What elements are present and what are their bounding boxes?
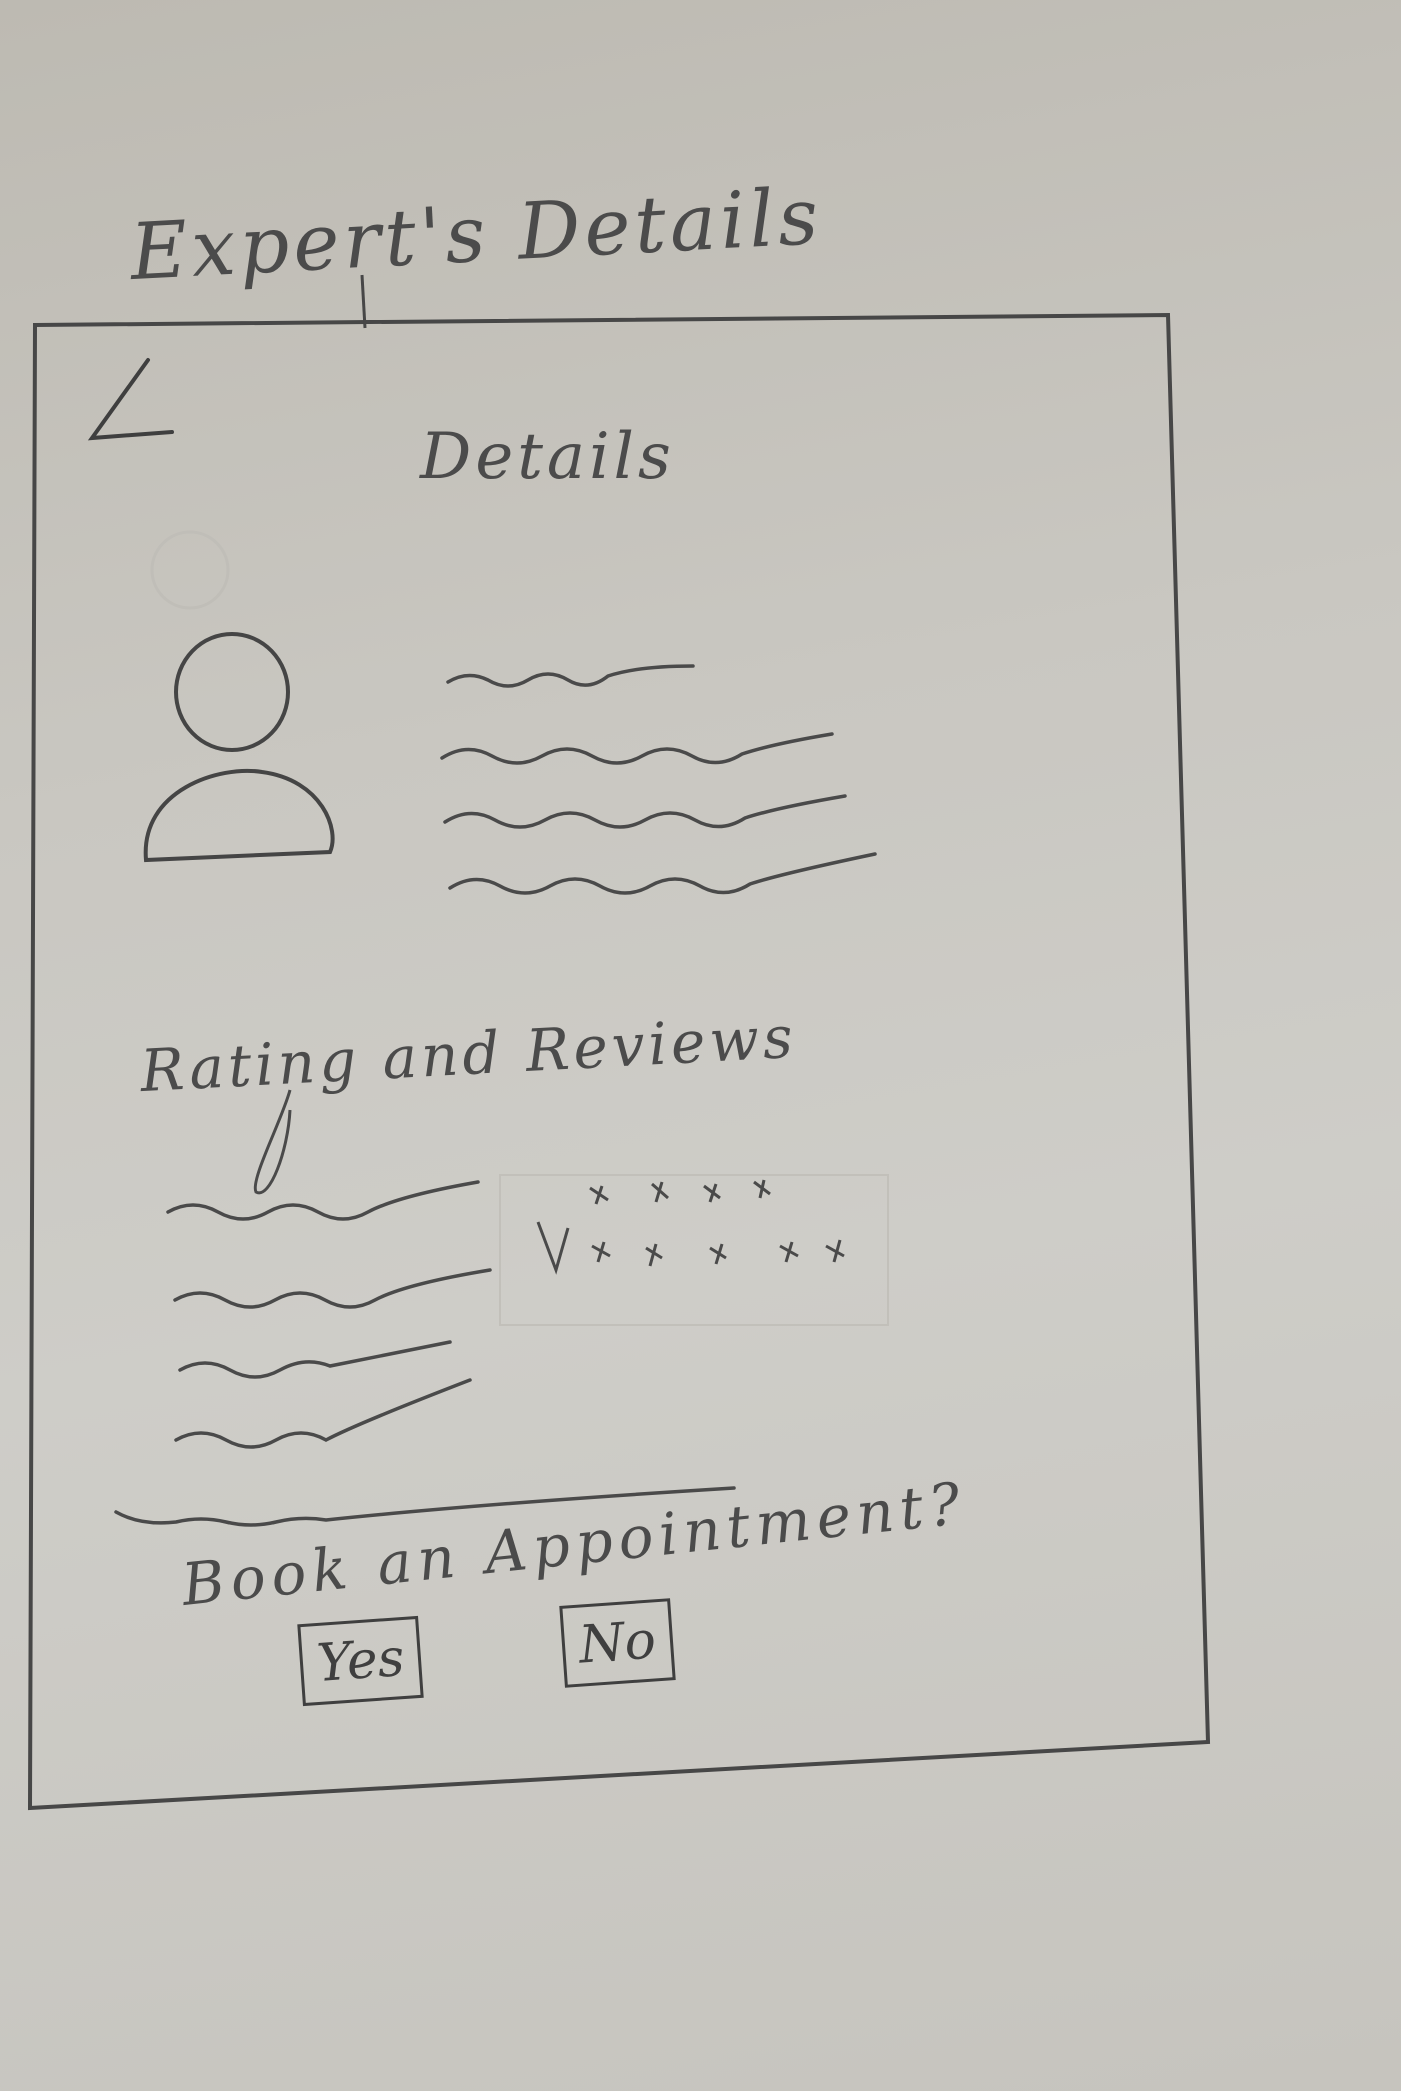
erased-circle (150, 530, 230, 610)
details-text-lines (440, 664, 877, 895)
rating-loop (253, 1089, 292, 1195)
star-rating-icon (499, 1174, 889, 1326)
yes-button[interactable]: Yes (297, 1615, 424, 1707)
review-text-lines (114, 1180, 736, 1527)
back-arrow-icon[interactable] (87, 358, 174, 441)
title-tick (360, 274, 367, 329)
person-avatar-icon (143, 632, 335, 863)
phone-frame (27, 312, 1211, 1811)
screen-title: Details (420, 420, 675, 494)
no-button[interactable]: No (559, 1598, 676, 1688)
